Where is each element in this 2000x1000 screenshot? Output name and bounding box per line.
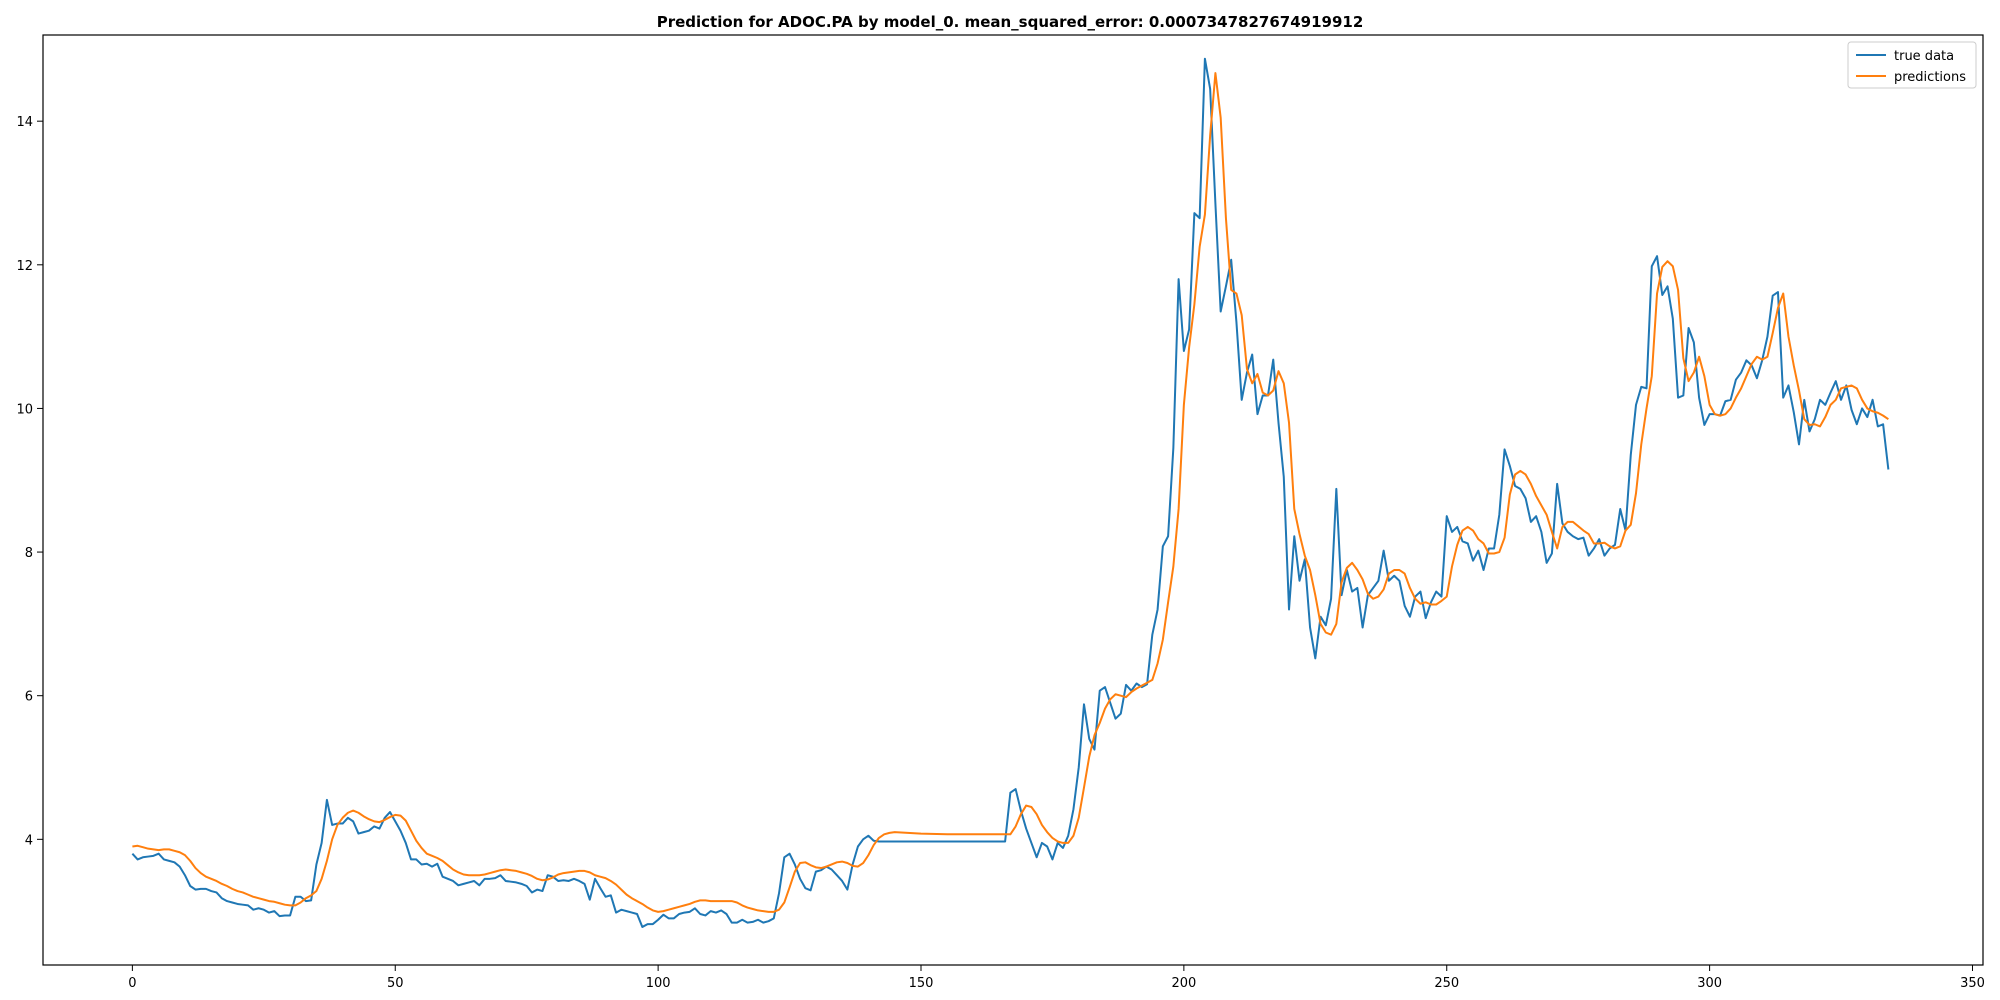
x-tick-label: 350 bbox=[1960, 976, 1985, 991]
series-line-predictions bbox=[132, 72, 1889, 913]
x-tick-label: 0 bbox=[128, 976, 136, 991]
x-axis: 0 50 100 150 200 250 300 350 bbox=[128, 965, 1985, 991]
y-tick-label: 8 bbox=[25, 546, 33, 561]
x-tick-label: 200 bbox=[1171, 976, 1196, 991]
plot-frame bbox=[42, 34, 1984, 966]
y-axis: 4 6 8 10 12 14 bbox=[16, 115, 43, 848]
legend-label: true data bbox=[1894, 49, 1954, 64]
x-tick-label: 100 bbox=[646, 976, 671, 991]
series-line-true-data bbox=[131, 57, 1890, 928]
x-tick-label: 300 bbox=[1697, 976, 1722, 991]
y-tick-label: 14 bbox=[16, 115, 33, 130]
chart-title: Prediction for ADOC.PA by model_0. mean_… bbox=[657, 13, 1364, 31]
y-tick-label: 6 bbox=[25, 690, 33, 705]
x-tick-label: 150 bbox=[909, 976, 934, 991]
x-tick-label: 250 bbox=[1434, 976, 1459, 991]
y-tick-label: 10 bbox=[16, 402, 33, 417]
y-tick-label: 4 bbox=[25, 833, 33, 848]
legend-label: predictions bbox=[1894, 70, 1966, 85]
series-layer bbox=[131, 57, 1890, 928]
y-tick-label: 12 bbox=[16, 259, 33, 274]
x-tick-label: 50 bbox=[387, 976, 404, 991]
legend: true data predictions bbox=[1847, 41, 1977, 89]
